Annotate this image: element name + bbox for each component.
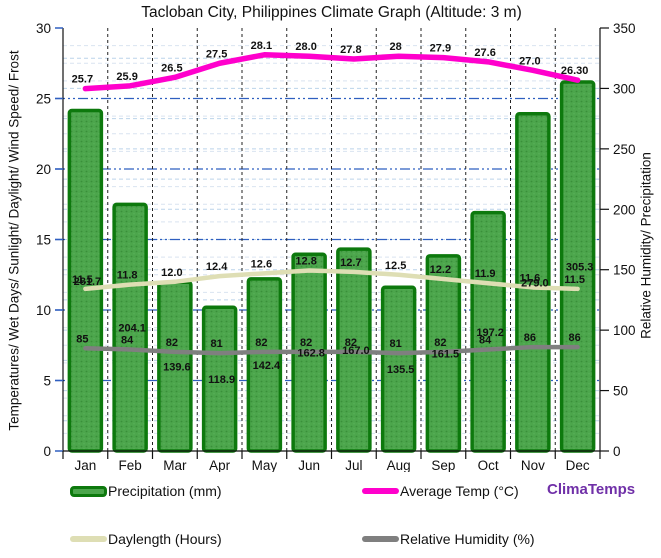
left-axis-tick-label: 10 — [36, 303, 51, 318]
right-axis-tick-label: 300 — [613, 81, 636, 96]
relative-humidity--value-label: 82 — [255, 337, 267, 349]
month-label: Oct — [478, 458, 499, 472]
precipitation-value-label: 167.0 — [342, 345, 370, 357]
month-label: Mar — [163, 458, 187, 472]
left-axis-tick-label: 15 — [36, 233, 51, 248]
precipitation-value-label: 142.4 — [253, 360, 281, 372]
precipitation-value-label: 197.2 — [476, 327, 504, 339]
average-temp-c--value-label: 27.0 — [519, 55, 540, 67]
month-label: Feb — [118, 458, 141, 472]
daylength-hours--value-label: 11.9 — [475, 268, 496, 280]
month-label: Sep — [431, 458, 455, 472]
right-axis-tick-label: 200 — [613, 202, 636, 217]
average-temp-c--value-label: 28 — [390, 41, 402, 53]
average-temp-c--value-label: 27.9 — [430, 43, 451, 55]
month-label: Jun — [298, 458, 320, 472]
daylength-hours--value-label: 12.0 — [161, 267, 182, 279]
left-axis-title: Temperatures/ Wet Days/ Sunlight/ Daylig… — [6, 50, 22, 431]
avg-temp-swatch-icon — [362, 488, 399, 494]
daylength-hours--value-label: 12.4 — [206, 261, 228, 273]
daylength-hours--value-label: 12.5 — [385, 260, 406, 272]
legend-avg-temp-label: Average Temp (°C) — [400, 483, 519, 499]
relative-humidity--value-label: 81 — [211, 338, 223, 350]
daylength-hours--value-label: 12.2 — [430, 264, 451, 276]
precipitation-value-label: 279.0 — [521, 277, 549, 289]
daylength-hours--value-label: 11.6 — [519, 272, 540, 284]
month-label: Apr — [209, 458, 231, 472]
left-axis-tick-label: 20 — [36, 162, 51, 177]
month-label: May — [252, 458, 278, 472]
precipitation-value-label: 135.5 — [387, 364, 415, 376]
daylength-hours--value-label: 11.5 — [564, 274, 585, 286]
right-axis-title: Relative Humidity/ Precipitation — [638, 152, 654, 339]
daylength-hours--value-label: 11.8 — [117, 270, 138, 282]
chart-title: Tacloban City, Philippines Climate Graph… — [141, 4, 522, 21]
right-axis-tick-label: 150 — [613, 263, 636, 278]
month-label: Jul — [345, 458, 362, 472]
left-axis-tick-label: 30 — [36, 21, 51, 36]
humidity-swatch-icon — [362, 536, 399, 542]
precipitation-swatch-icon — [70, 485, 107, 497]
relative-humidity--value-label: 85 — [76, 333, 88, 345]
average-temp-c--value-label: 26.5 — [161, 62, 182, 74]
average-temp-c--value-label: 25.9 — [116, 71, 137, 83]
month-label: Nov — [521, 458, 545, 472]
average-temp-c--value-label: 28.0 — [295, 41, 316, 53]
legend-humidity: Relative Humidity (%) — [362, 531, 535, 547]
left-axis-tick-label: 5 — [43, 374, 51, 389]
relative-humidity--value-label: 84 — [121, 334, 134, 346]
relative-humidity--value-label: 82 — [166, 337, 178, 349]
precipitation-value-label: 161.5 — [432, 348, 460, 360]
month-label: Dec — [566, 458, 590, 472]
right-axis-tick-label: 250 — [613, 142, 636, 157]
relative-humidity--line — [83, 344, 580, 356]
daylength-swatch-icon — [70, 536, 107, 542]
precipitation-value-label: 118.9 — [208, 374, 235, 386]
average-temp-c--value-label: 25.7 — [72, 74, 93, 86]
relative-humidity--value-label: 81 — [390, 338, 402, 350]
relative-humidity--value-label: 82 — [345, 337, 357, 349]
precipitation-value-label: 305.3 — [566, 262, 594, 274]
average-temp-c--value-label: 27.5 — [206, 48, 227, 60]
daylength-hours--value-label: 11.5 — [72, 274, 93, 286]
right-axis-tick-label: 50 — [613, 384, 628, 399]
right-axis-tick-label: 350 — [613, 21, 636, 36]
relative-humidity--value-label: 86 — [569, 332, 581, 344]
legend-avg-temp: Average Temp (°C) — [362, 483, 519, 499]
legend-daylength: Daylength (Hours) — [70, 531, 222, 547]
month-label: Jan — [74, 458, 96, 472]
right-axis-tick-label: 100 — [613, 323, 636, 338]
precipitation-value-label: 204.1 — [118, 323, 146, 335]
left-axis-tick-label: 25 — [36, 92, 51, 107]
month-label: Aug — [387, 458, 411, 472]
daylength-hours--value-label: 12.6 — [251, 258, 272, 270]
relative-humidity--value-label: 86 — [524, 332, 536, 344]
daylength-hours--line — [83, 268, 580, 292]
precipitation-value-label: 139.6 — [163, 362, 191, 374]
legend-precipitation-label: Precipitation (mm) — [108, 483, 222, 499]
climate-chart: 281.7 204.1 139.6 118.9 142.4 162.8 167.0 135.5… — [36, 21, 636, 473]
relative-humidity--value-label: 82 — [434, 337, 446, 349]
legend-precipitation: Precipitation (mm) — [70, 483, 222, 499]
legend-daylength-label: Daylength (Hours) — [108, 531, 222, 547]
legend-humidity-label: Relative Humidity (%) — [400, 531, 535, 547]
relative-humidity--value-label: 82 — [300, 337, 312, 349]
precipitation-value-label: 162.8 — [297, 348, 325, 360]
daylength-hours--value-label: 12.8 — [295, 256, 316, 268]
precipitation-value-label: 281.7 — [74, 276, 102, 288]
average-temp-c--value-label: 27.8 — [340, 44, 361, 56]
climatemps-watermark: ClimaTemps — [547, 481, 636, 498]
average-temp-c--value-label: 27.6 — [474, 47, 495, 59]
daylength-hours--value-label: 12.7 — [340, 257, 361, 269]
relative-humidity--value-label: 84 — [479, 334, 492, 346]
left-axis-tick-label: 0 — [43, 444, 51, 459]
average-temp-c--value-label: 26.30 — [561, 65, 589, 77]
right-axis-tick-label: 0 — [613, 444, 621, 459]
average-temp-c--line — [82, 52, 581, 92]
average-temp-c--value-label: 28.1 — [251, 40, 272, 52]
